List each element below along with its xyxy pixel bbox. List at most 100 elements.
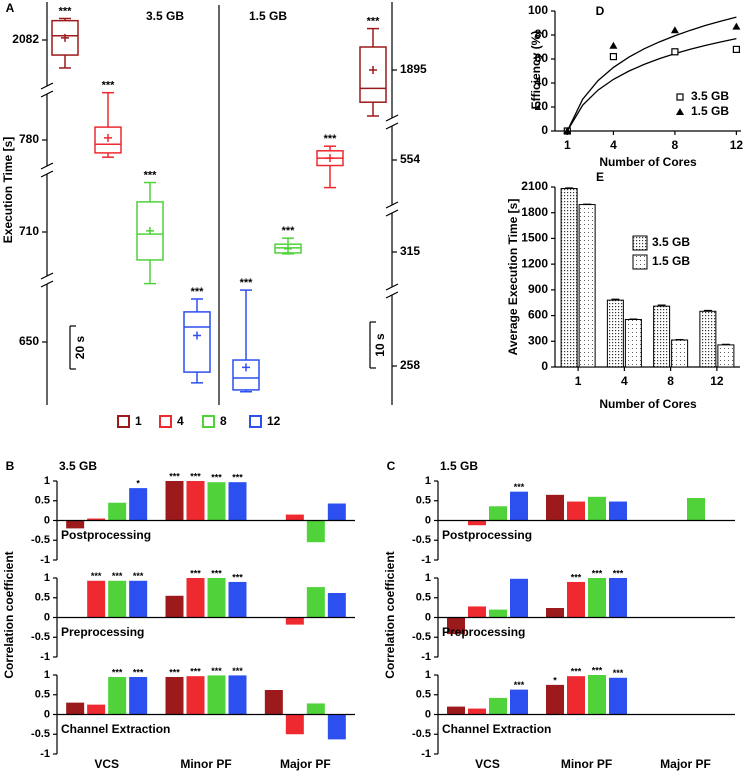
bar	[447, 617, 465, 635]
mean-marker	[104, 133, 112, 142]
y-tick-label: 1	[44, 669, 50, 681]
legend-swatch	[117, 415, 130, 428]
x-tick-label: 1	[575, 374, 582, 388]
y-tick-label: 2100	[521, 179, 548, 193]
bar	[546, 608, 564, 618]
bar	[489, 697, 507, 715]
bar	[87, 704, 106, 715]
y-tick-label: -0.5	[412, 631, 431, 643]
bar	[186, 481, 205, 521]
y-tick-label: 40	[535, 75, 549, 89]
bar	[186, 676, 205, 715]
bar	[567, 676, 585, 715]
bar	[108, 676, 127, 715]
legend-label: 1.5 GB	[691, 104, 729, 118]
y-tick-label: 1	[425, 572, 431, 584]
bar	[285, 714, 304, 735]
y-tick-label: 710	[19, 224, 39, 238]
significance: ***	[571, 572, 582, 582]
y-tick-label: 600	[528, 308, 548, 322]
bar	[687, 497, 705, 521]
point	[609, 41, 618, 49]
y-tick-label: 300	[528, 333, 548, 347]
bar	[129, 488, 148, 521]
legend-marker	[676, 108, 684, 115]
bar	[560, 188, 578, 368]
bar	[108, 502, 127, 521]
bar	[306, 587, 325, 618]
significance: ***	[613, 568, 624, 578]
mean-marker	[326, 154, 334, 163]
y-tick-label: -0.5	[31, 631, 50, 643]
legend-label: 3.5 GB	[691, 89, 729, 103]
axis-break	[40, 90, 54, 98]
axis-break	[40, 170, 54, 178]
box	[94, 126, 122, 154]
significance: ***	[59, 5, 73, 17]
significance: ***	[211, 568, 222, 578]
bar	[468, 520, 486, 526]
legend-label: 12	[267, 414, 281, 428]
scale-label: 20 s	[73, 335, 87, 359]
y-tick-label: 1200	[521, 256, 548, 270]
axis-break	[385, 114, 399, 122]
y-tick-label: 1500	[521, 231, 548, 245]
bar	[87, 518, 106, 521]
bar	[207, 482, 226, 521]
significance: ***	[190, 568, 201, 578]
panel-subtitle: 3.5 GB	[59, 459, 97, 473]
x-tick-label: Major PF	[280, 757, 331, 771]
mean-marker	[369, 66, 377, 74]
significance: ***	[112, 667, 123, 677]
y-tick-label: -0.5	[31, 534, 50, 546]
bar	[165, 481, 184, 521]
x-tick-label: 8	[672, 138, 679, 152]
y-tick-label: 1	[425, 669, 431, 681]
legend-label: 1	[135, 414, 142, 428]
x-tick-label: Minor PF	[561, 757, 612, 771]
bar	[66, 702, 85, 715]
y-tick-label: 0	[425, 514, 431, 526]
error-bar	[611, 298, 620, 301]
x-tick-label: 4	[621, 374, 628, 388]
significance: ***	[169, 471, 180, 481]
y-tick-label: 315	[400, 244, 420, 258]
bar	[207, 578, 226, 618]
x-tick-label: 12	[710, 374, 724, 388]
significance: ***	[592, 665, 603, 675]
bar	[129, 676, 148, 715]
bar	[588, 578, 606, 618]
bar	[327, 503, 346, 521]
bar	[546, 684, 564, 715]
axis-break	[385, 291, 399, 299]
point	[732, 22, 741, 30]
scale-label: 10 s	[373, 333, 387, 357]
y-axis-label: Average Execution Time [s]	[506, 199, 520, 356]
y-tick-label: -0.5	[31, 728, 50, 740]
y-tick-label: 1	[44, 572, 50, 584]
panel-label: E	[596, 170, 604, 184]
bar	[87, 580, 106, 618]
bar	[327, 593, 346, 618]
error-bar	[703, 309, 712, 312]
significance: ***	[144, 169, 158, 181]
significance: ***	[191, 286, 205, 298]
y-tick-label: 0	[425, 708, 431, 720]
y-tick-label: 258	[400, 358, 420, 372]
bar	[228, 675, 247, 715]
mean-marker	[146, 226, 154, 235]
y-tick-label: 900	[528, 282, 548, 296]
x-tick-label: Major PF	[660, 757, 711, 771]
bar	[510, 689, 528, 715]
significance: ***	[571, 667, 582, 677]
y-tick-label: -0.5	[412, 534, 431, 546]
bar	[447, 706, 465, 715]
y-tick-label: 100	[528, 3, 548, 17]
x-axis-label: Number of Cores	[599, 155, 697, 169]
bar	[108, 580, 127, 618]
x-tick-label: Minor PF	[180, 757, 231, 771]
significance: ***	[514, 482, 525, 492]
y-tick-label: 0	[541, 359, 548, 373]
bar	[578, 204, 596, 368]
